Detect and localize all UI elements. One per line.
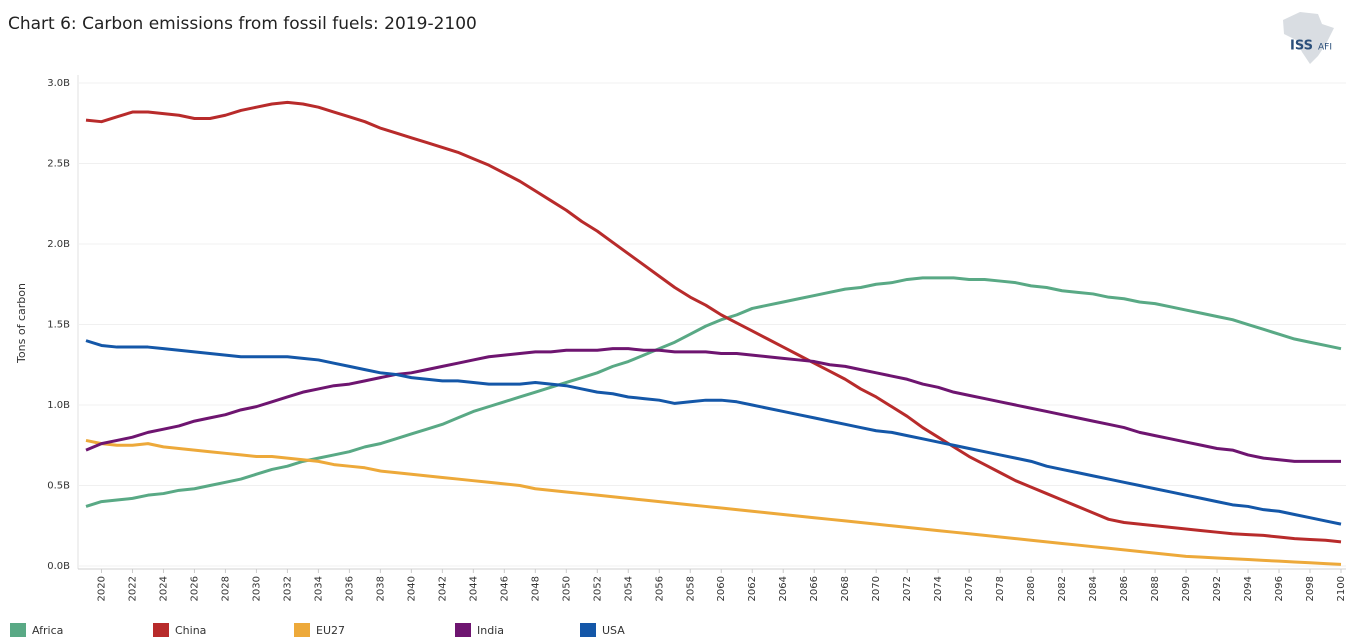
x-tick-label: 2026 — [189, 576, 200, 601]
x-tick-label: 2068 — [840, 576, 851, 601]
x-tick-label: 2088 — [1150, 576, 1161, 601]
x-tick-label: 2032 — [282, 576, 293, 601]
series-line — [85, 339, 1342, 526]
x-tick-label: 2050 — [561, 576, 572, 601]
x-tick-label: 2028 — [220, 576, 231, 601]
x-tick-label: 2024 — [158, 576, 169, 601]
x-tick-label: 2066 — [809, 576, 820, 601]
y-axis-label: Tons of carbon — [15, 283, 28, 364]
x-tick-label: 2078 — [995, 576, 1006, 601]
x-tick-label: 2090 — [1181, 576, 1192, 601]
logo: ISS AFI — [1283, 12, 1334, 64]
series-line — [85, 276, 1342, 508]
legend-label: EU27 — [316, 624, 345, 637]
legend-label: USA — [602, 624, 625, 637]
x-tick-label: 2048 — [530, 576, 541, 601]
x-tick-label: 2052 — [592, 576, 603, 601]
x-tick-label: 2094 — [1243, 576, 1254, 601]
y-tick-label: 0.0B — [47, 561, 70, 572]
x-tick-label: 2086 — [1119, 576, 1130, 601]
x-tick-label: 2038 — [375, 576, 386, 601]
x-tick-label: 2076 — [964, 576, 975, 601]
x-tick-label: 2080 — [1026, 576, 1037, 601]
legend-swatch — [455, 623, 471, 637]
legend-label: Africa — [32, 624, 63, 637]
series-line — [85, 100, 1342, 544]
y-tick-label: 3.0B — [47, 78, 70, 89]
x-tick-label: 2084 — [1088, 576, 1099, 601]
x-tick-label: 2092 — [1212, 576, 1223, 601]
legend-label: China — [175, 624, 206, 637]
y-tick-label: 1.0B — [47, 400, 70, 411]
x-tick-label: 2098 — [1305, 576, 1316, 601]
legend-swatch — [294, 623, 310, 637]
x-tick-label: 2100 — [1336, 576, 1346, 601]
x-tick-label: 2042 — [437, 576, 448, 601]
x-tick-label: 2056 — [654, 576, 665, 601]
y-tick-label: 2.5B — [47, 159, 70, 170]
x-tick-label: 2058 — [685, 576, 696, 601]
x-tick-label: 2072 — [902, 576, 913, 601]
legend-label: India — [477, 624, 504, 637]
y-tick-label: 0.5B — [47, 481, 70, 492]
x-tick-label: 2096 — [1274, 576, 1285, 601]
y-tick-label: 2.0B — [47, 239, 70, 250]
x-tick-label: 2070 — [871, 576, 882, 601]
x-tick-label: 2074 — [933, 576, 944, 601]
legend-swatch — [153, 623, 169, 637]
series-line — [85, 347, 1341, 463]
logo-map — [1283, 12, 1334, 64]
legend-swatch — [580, 623, 596, 637]
x-tick-label: 2064 — [778, 576, 789, 601]
legend-swatch — [10, 623, 26, 637]
x-tick-label: 2060 — [716, 576, 727, 601]
x-tick-label: 2020 — [96, 576, 107, 601]
x-tick-label: 2040 — [406, 576, 417, 601]
y-tick-label: 1.5B — [47, 320, 70, 331]
series-line — [85, 438, 1342, 566]
x-tick-label: 2030 — [251, 576, 262, 601]
x-tick-label: 2022 — [127, 576, 138, 601]
x-tick-label: 2046 — [499, 576, 510, 601]
x-tick-label: 2034 — [313, 576, 324, 601]
x-tick-label: 2062 — [747, 576, 758, 601]
x-tick-label: 2036 — [344, 576, 355, 601]
x-tick-label: 2082 — [1057, 576, 1068, 601]
logo-text: ISS — [1290, 39, 1313, 54]
x-tick-label: 2044 — [468, 576, 479, 601]
chart-title: Chart 6: Carbon emissions from fossil fu… — [8, 14, 477, 34]
logo-text: AFI — [1318, 43, 1332, 53]
x-tick-label: 2054 — [623, 576, 634, 601]
